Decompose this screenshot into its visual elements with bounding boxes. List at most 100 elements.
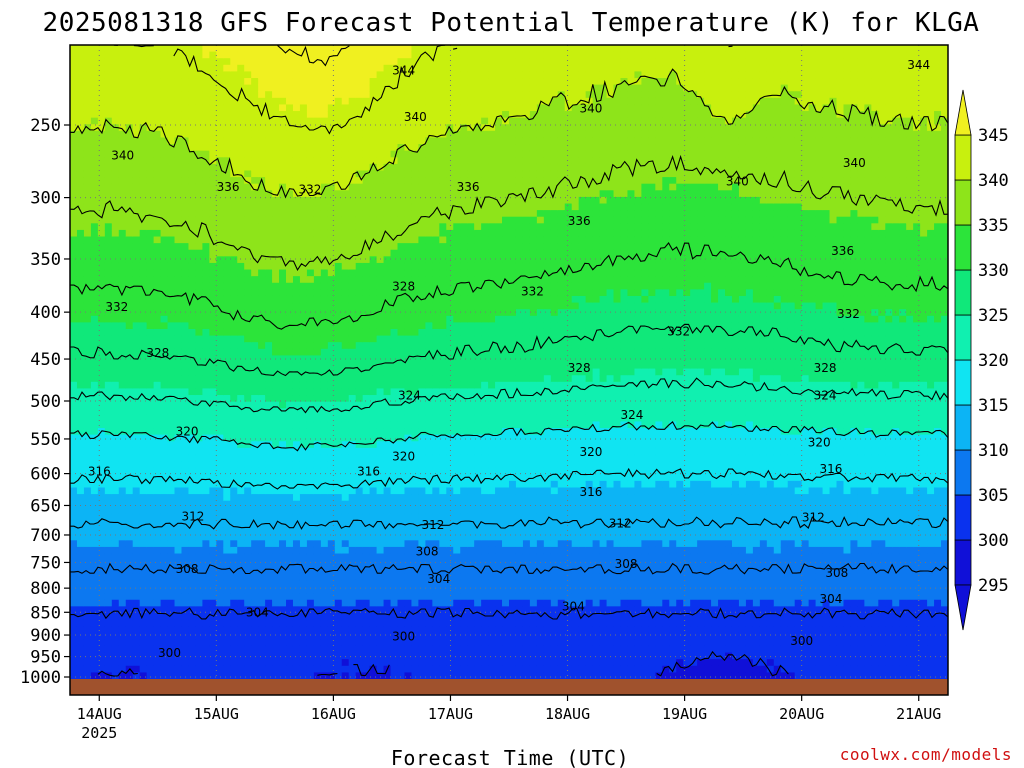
field-cell xyxy=(258,454,266,462)
field-cell xyxy=(404,111,413,119)
field-cell xyxy=(383,546,392,555)
field-cell xyxy=(188,533,197,541)
field-cell xyxy=(292,573,301,581)
field-cell xyxy=(390,58,399,66)
field-cell xyxy=(292,461,301,469)
field-cell xyxy=(118,388,127,396)
field-cell xyxy=(160,606,169,614)
field-cell xyxy=(111,295,120,304)
field-cell xyxy=(153,408,162,416)
field-cell xyxy=(76,282,85,290)
field-cell xyxy=(334,612,343,621)
field-cell xyxy=(306,104,315,112)
field-cell xyxy=(174,566,183,574)
field-cell xyxy=(174,579,183,588)
field-cell xyxy=(174,124,183,132)
field-cell xyxy=(216,599,224,607)
field-cell xyxy=(160,408,169,416)
field-cell xyxy=(251,282,259,290)
field-cell xyxy=(125,375,134,383)
field-cell xyxy=(132,573,141,581)
field-cell xyxy=(70,104,78,112)
field-cell xyxy=(279,368,287,376)
field-cell xyxy=(327,196,336,205)
field-cell xyxy=(202,203,210,211)
field-cell xyxy=(244,335,252,343)
field-cell xyxy=(70,645,78,654)
field-cell xyxy=(146,566,155,574)
field-cell xyxy=(153,236,162,244)
field-cell xyxy=(125,58,134,66)
field-cell xyxy=(369,355,378,363)
field-cell xyxy=(104,51,113,59)
field-cell xyxy=(237,157,245,165)
field-cell xyxy=(334,441,343,449)
field-cell xyxy=(223,672,231,680)
field-cell xyxy=(411,527,420,535)
field-cell xyxy=(355,289,364,297)
field-cell xyxy=(132,447,141,456)
field-cell xyxy=(125,196,134,205)
field-cell xyxy=(425,229,433,238)
field-cell xyxy=(313,672,322,680)
field-cell xyxy=(265,546,273,555)
field-cell xyxy=(153,229,162,238)
field-cell xyxy=(146,315,155,323)
field-cell xyxy=(195,540,203,548)
field-cell xyxy=(258,533,266,541)
field-cell xyxy=(362,137,371,145)
field-cell xyxy=(139,183,148,191)
field-cell xyxy=(216,454,224,462)
field-cell xyxy=(362,289,371,297)
field-cell xyxy=(251,348,259,356)
field-cell xyxy=(146,196,155,205)
field-cell xyxy=(97,269,106,277)
field-cell xyxy=(425,223,433,231)
field-cell xyxy=(111,593,120,601)
field-cell xyxy=(355,560,364,568)
field-cell xyxy=(355,546,364,555)
field-cell xyxy=(306,513,315,522)
field-cell xyxy=(167,487,176,495)
field-cell xyxy=(390,262,399,271)
field-cell xyxy=(313,276,322,284)
field-cell xyxy=(341,289,350,297)
field-cell xyxy=(272,117,280,125)
field-cell xyxy=(195,645,203,654)
field-cell xyxy=(334,177,343,185)
field-cell xyxy=(90,639,99,647)
field-cell xyxy=(139,375,148,383)
field-cell xyxy=(383,84,392,92)
field-cell xyxy=(70,500,78,508)
field-cell xyxy=(279,388,287,396)
field-cell xyxy=(411,533,420,541)
field-cell xyxy=(132,408,141,416)
field-cell xyxy=(348,183,357,191)
field-cell xyxy=(369,599,378,607)
field-cell xyxy=(125,447,134,456)
field-cell xyxy=(320,626,329,634)
field-cell xyxy=(362,249,371,257)
field-cell xyxy=(195,163,203,172)
field-cell xyxy=(299,97,308,106)
field-cell xyxy=(223,183,231,191)
field-cell xyxy=(125,362,134,370)
field-cell xyxy=(411,157,420,165)
field-cell xyxy=(188,117,197,125)
field-cell xyxy=(167,276,176,284)
field-cell xyxy=(188,606,197,614)
field-cell xyxy=(362,322,371,330)
field-cell xyxy=(125,51,134,59)
field-cell xyxy=(404,408,413,416)
field-cell xyxy=(139,434,148,442)
field-cell xyxy=(223,315,231,323)
field-cell xyxy=(97,328,106,337)
field-cell xyxy=(341,262,350,271)
field-cell xyxy=(292,494,301,502)
field-cell xyxy=(70,599,78,607)
field-cell xyxy=(83,362,92,370)
field-cell xyxy=(348,157,357,165)
field-cell xyxy=(223,467,231,475)
field-cell xyxy=(83,45,92,53)
field-cell xyxy=(320,652,329,660)
